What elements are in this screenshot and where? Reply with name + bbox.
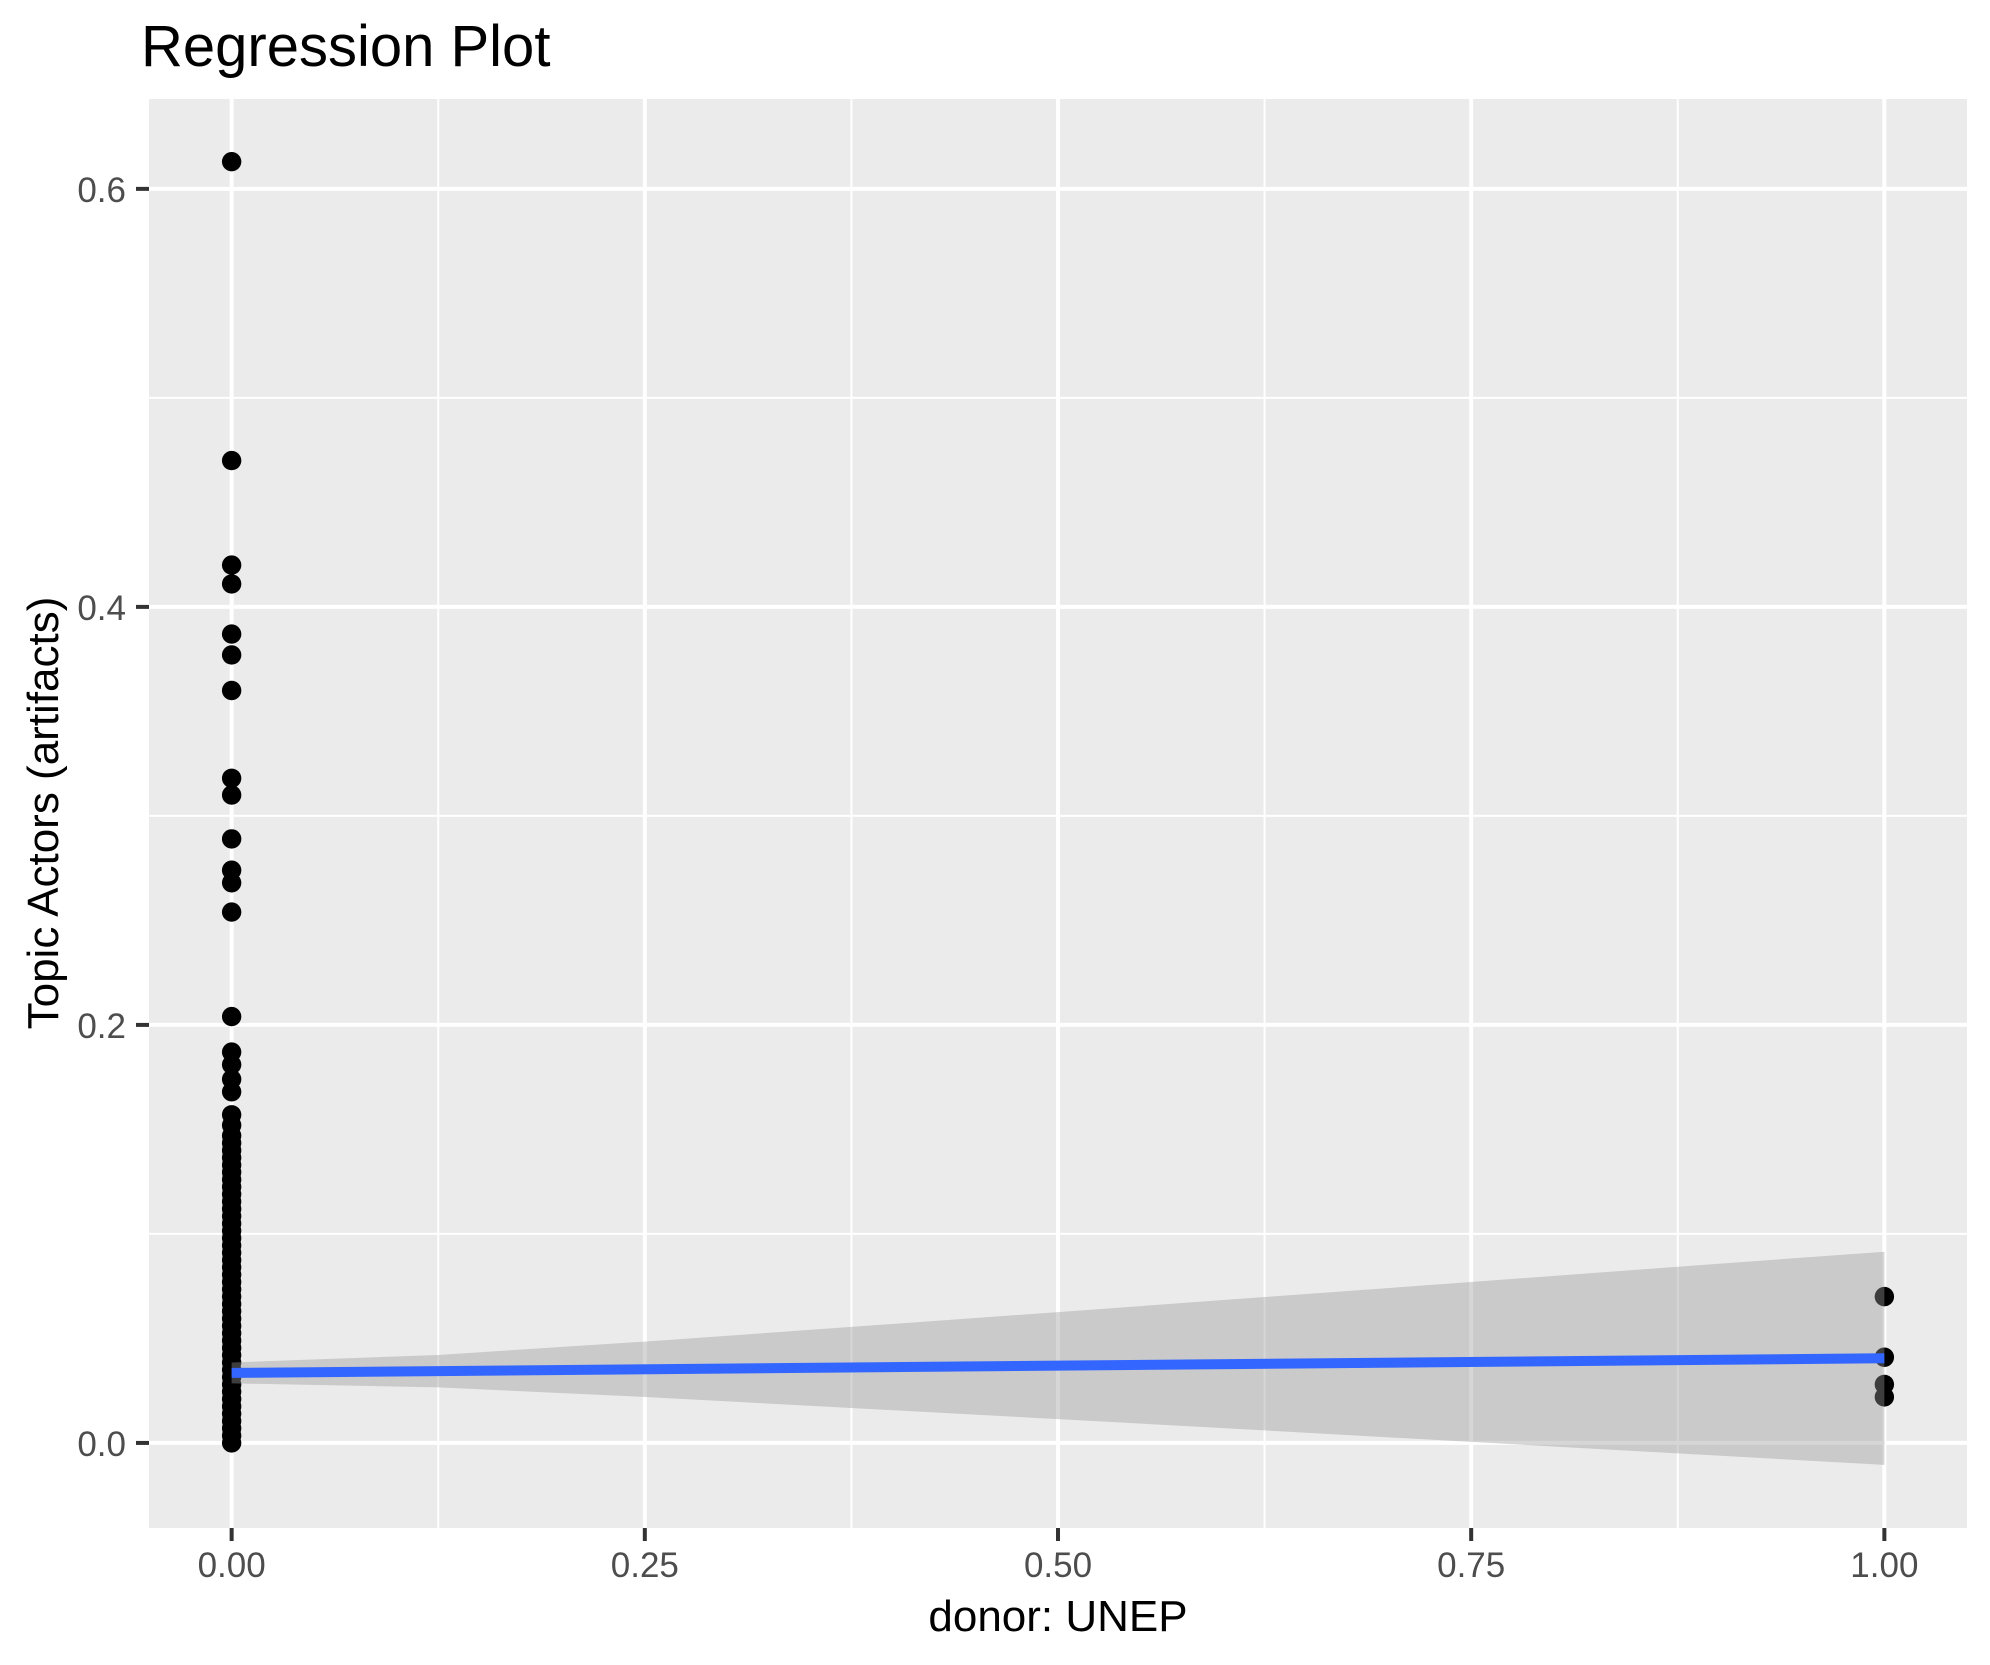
x-tick-label: 0.25 bbox=[611, 1546, 679, 1585]
x-tick-label: 0.00 bbox=[198, 1546, 266, 1585]
data-point bbox=[221, 152, 242, 172]
x-tick-label: 0.50 bbox=[1024, 1546, 1092, 1585]
regression-line bbox=[231, 1353, 1885, 1378]
data-point bbox=[221, 873, 242, 893]
data-point bbox=[221, 1433, 242, 1453]
data-point bbox=[221, 829, 242, 849]
data-point bbox=[221, 902, 242, 922]
y-tick-label: 0.0 bbox=[77, 1425, 126, 1464]
x-tick-label: 1.00 bbox=[1850, 1546, 1918, 1585]
x-axis-title: donor: UNEP bbox=[928, 1592, 1187, 1641]
data-point bbox=[221, 1082, 242, 1102]
y-axis-title: Topic Actors (artifacts) bbox=[19, 597, 68, 1030]
y-tick-label: 0.2 bbox=[77, 1007, 126, 1046]
data-point bbox=[221, 555, 242, 575]
data-point bbox=[221, 450, 242, 471]
data-point bbox=[221, 574, 242, 594]
confidence-band bbox=[231, 1251, 1885, 1465]
data-point bbox=[221, 645, 242, 665]
data-point bbox=[221, 1006, 242, 1027]
y-tick-label: 0.6 bbox=[77, 171, 126, 210]
data-point bbox=[221, 624, 242, 644]
y-tick-label: 0.4 bbox=[77, 589, 126, 628]
data-point bbox=[1874, 1286, 1895, 1307]
data-point bbox=[1874, 1387, 1895, 1407]
plot-title: Regression Plot bbox=[141, 14, 550, 79]
x-tick-label: 0.75 bbox=[1437, 1546, 1505, 1585]
data-point bbox=[221, 1054, 242, 1075]
data-point bbox=[221, 768, 242, 788]
data-point bbox=[221, 680, 242, 701]
data-point bbox=[221, 785, 242, 805]
